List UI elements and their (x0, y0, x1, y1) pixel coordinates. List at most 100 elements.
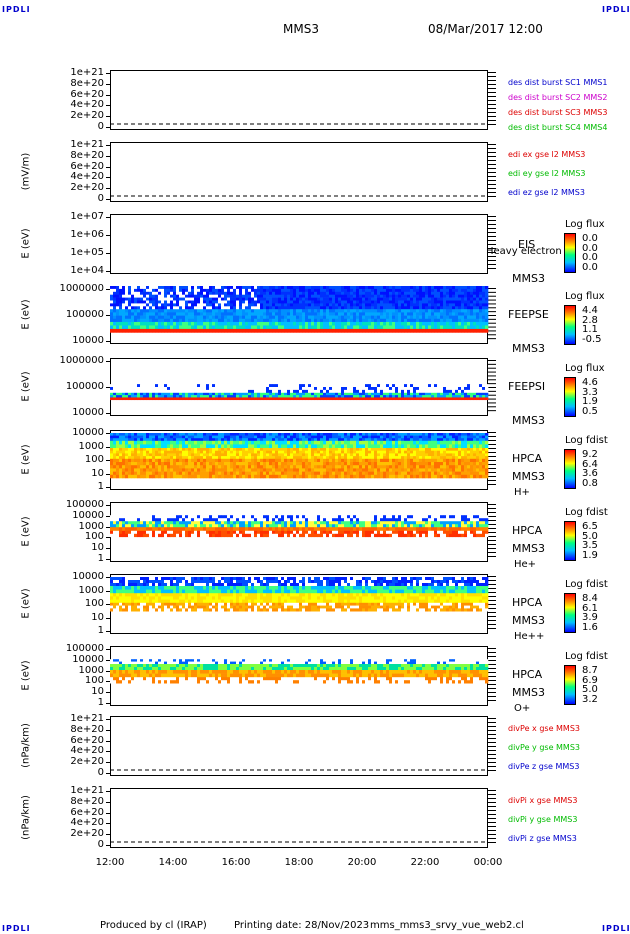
ytick-eis: 1e+06 (70, 229, 104, 240)
instrument-label-hpca-o: HPCA (512, 668, 543, 681)
colorbar-value-hpca-he: 1.9 (582, 549, 598, 561)
legend-des-dist: des dist burst SC1 MMS1 (508, 78, 608, 87)
legend-divpe: divPe x gse MMS3 (508, 724, 580, 733)
ytick-divpi: 8e+20 (70, 795, 104, 807)
colorbar-value-hpca-he: 6.5 (582, 521, 598, 532)
spacecraft-label-hpca-he: MMS3 (512, 542, 545, 555)
footer-printing-date: Printing date: 28/Nov/2023 (234, 920, 370, 931)
colorbar-title-eis: Log flux (565, 219, 605, 230)
colorbar-value-feepse: 4.4 (582, 305, 598, 316)
species-label-hpca-h: H+ (514, 487, 530, 498)
ytick-hpca-he: 1 (97, 553, 104, 564)
spacecraft-label-feepsi: MMS3 (512, 414, 545, 427)
ytick-mark-hpca-o (106, 681, 110, 683)
ytick-mark-hpca-o (106, 649, 110, 650)
ytick-des-dist: 1e+21 (70, 67, 104, 78)
ytick-eis: 1e+05 (70, 247, 104, 258)
ytick-hpca-he: 10 (91, 542, 104, 554)
colorbar-title-feepsi: Log flux (565, 363, 605, 374)
ytick-edi: 2e+20 (70, 182, 104, 194)
colorbar-eis (564, 233, 576, 273)
corner-label-top-left: IPDLI (2, 5, 31, 14)
ytick-mark-hpca-h (106, 446, 110, 448)
colorbar-value-feepsi: 3.3 (582, 386, 598, 398)
ytick-hpca-o: 1000 (78, 664, 104, 676)
ytick-divpe: 4e+20 (70, 745, 104, 757)
ytick-hpca-he: 10000 (72, 509, 104, 521)
xtick-label: 22:00 (410, 857, 440, 868)
colorbar-value-feepsi: 4.6 (582, 377, 598, 388)
ytick-mark-hpca-he (106, 559, 110, 560)
instrument-label-hpca-h: HPCA (512, 452, 543, 465)
colorbar-value-feepsi: 1.9 (582, 396, 598, 407)
ytick-mark-feepsi (106, 387, 110, 388)
colorbar-value-eis: 0.0 (582, 233, 598, 244)
ytick-mark-des-dist (106, 105, 110, 107)
spacecraft-title: MMS3 (283, 22, 319, 36)
ytick-divpi: 4e+20 (70, 817, 104, 829)
legend-des-dist: des dist burst SC2 MMS2 (508, 93, 608, 102)
colorbar-value-hpca-hepp: 1.6 (582, 621, 598, 633)
ytick-hpca-h: 100 (84, 454, 104, 465)
corner-label-bottom-left: IPDLI (2, 924, 31, 933)
panel-divpe (110, 716, 488, 776)
ytick-mark-divpe (106, 762, 110, 764)
ytick-mark-edi (106, 188, 110, 190)
ytick-mark-des-dist (106, 116, 110, 118)
ytick-divpi: 0 (97, 839, 104, 850)
ytick-feepse: 1000000 (59, 283, 104, 294)
colorbar-title-hpca-he: Log fdist (565, 507, 608, 518)
colorbar-hpca-he (564, 521, 576, 561)
ytick-hpca-hepp: 1000 (78, 584, 104, 596)
extra-label-eis: Heavy electron tc (486, 246, 575, 257)
colorbar-value-hpca-hepp: 3.9 (582, 612, 598, 623)
ytick-mark-hpca-he (106, 548, 110, 550)
ytick-feepsi: 100000 (65, 381, 104, 392)
ytick-mark-hpca-o (106, 670, 110, 672)
ytick-mark-feepsi (106, 413, 110, 414)
ytick-mark-edi (106, 145, 110, 146)
colorbar-value-hpca-o: 5.0 (582, 684, 598, 695)
corner-label-top-right: IPDLI (602, 5, 630, 14)
ytick-hpca-h: 1000 (78, 440, 104, 452)
ytick-mark-eis (106, 235, 110, 236)
ytick-hpca-hepp: 1 (97, 625, 104, 636)
datetime-title: 08/Mar/2017 12:00 (428, 22, 543, 36)
ytick-des-dist: 2e+20 (70, 110, 104, 122)
ytick-divpe: 1e+21 (70, 713, 104, 724)
instrument-label-feepse: FEEPSE (508, 308, 549, 321)
spacecraft-label-eis: MMS3 (512, 272, 545, 285)
ytick-des-dist: 0 (97, 121, 104, 132)
ytick-mark-hpca-hepp (106, 590, 110, 592)
spacecraft-label-feepse: MMS3 (512, 342, 545, 355)
legend-edi: edi ey gse l2 MMS3 (508, 169, 586, 178)
ytick-divpi: 6e+20 (70, 806, 104, 818)
spacecraft-label-hpca-hepp: MMS3 (512, 614, 545, 627)
xtick-label: 14:00 (158, 857, 188, 868)
ytick-edi: 0 (97, 193, 104, 204)
instrument-label-feepsi: FEEPSI (508, 380, 546, 393)
ytick-hpca-hepp: 10 (91, 611, 104, 623)
colorbar-value-hpca-he: 5.0 (582, 530, 598, 542)
panel-edi (110, 142, 488, 202)
ytick-mark-hpca-o (106, 692, 110, 694)
ytick-mark-edi (106, 177, 110, 179)
footer-file-name: mms_mms3_srvy_vue_web2.cl (370, 920, 524, 931)
instrument-label-hpca-he: HPCA (512, 524, 543, 537)
ytick-mark-des-dist (106, 83, 110, 85)
panel-eis (110, 214, 488, 274)
xtick-label: 16:00 (221, 857, 251, 868)
ytick-edi: 4e+20 (70, 171, 104, 183)
colorbar-title-hpca-o: Log fdist (565, 651, 608, 662)
ytick-mark-feepse (106, 341, 110, 342)
legend-des-dist: des dist burst SC3 MMS3 (508, 108, 608, 117)
ytick-mark-edi (106, 155, 110, 157)
ytick-edi: 6e+20 (70, 160, 104, 172)
ytick-divpe: 0 (97, 767, 104, 778)
